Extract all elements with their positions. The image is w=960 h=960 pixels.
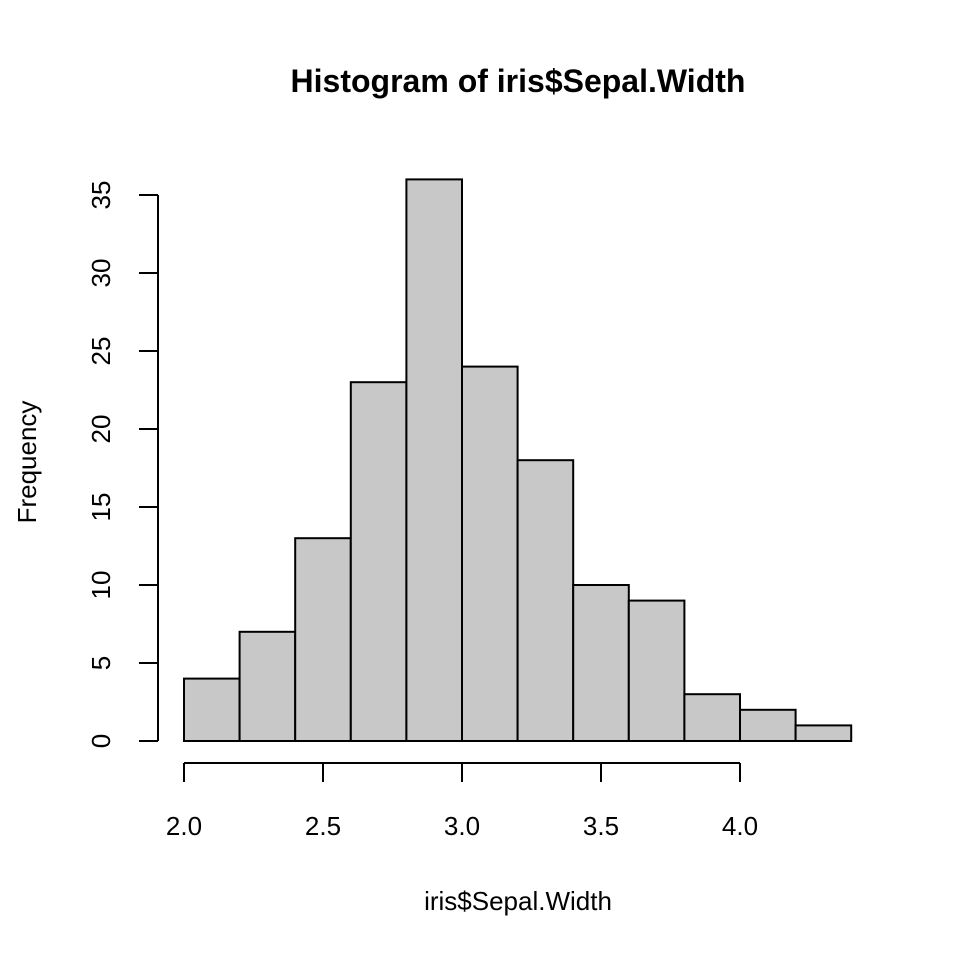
y-tick-label: 10	[86, 571, 116, 600]
histogram-bar	[238, 630, 297, 742]
histogram-bar	[683, 693, 742, 743]
y-tick-label: 5	[86, 656, 116, 670]
y-tick-label: 35	[86, 181, 116, 210]
x-tick-label: 3.5	[583, 811, 619, 841]
histogram-bar	[461, 365, 519, 742]
histogram-bar	[183, 677, 241, 742]
x-axis-label: iris$Sepal.Width	[424, 886, 612, 916]
histogram-bar	[794, 724, 853, 743]
histogram-bar	[349, 381, 408, 742]
histogram-bar	[739, 708, 797, 742]
histogram-bar	[294, 537, 352, 743]
histogram-bar	[627, 599, 686, 742]
y-axis-label: Frequency	[12, 401, 42, 524]
y-tick-label: 30	[86, 259, 116, 288]
chart-title: Histogram of iris$Sepal.Width	[291, 63, 746, 99]
x-tick-label: 2.0	[166, 811, 202, 841]
x-tick-label: 4.0	[722, 811, 758, 841]
histogram-bar	[572, 584, 630, 742]
y-tick-label: 25	[86, 337, 116, 366]
histogram-bar	[516, 459, 575, 742]
histogram-bar	[405, 178, 463, 742]
y-tick-label: 15	[86, 493, 116, 522]
x-tick-label: 3.0	[444, 811, 480, 841]
y-tick-label: 0	[86, 734, 116, 748]
y-tick-label: 20	[86, 415, 116, 444]
x-tick-label: 2.5	[305, 811, 341, 841]
